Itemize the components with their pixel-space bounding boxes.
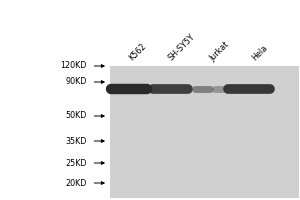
Text: Hela: Hela xyxy=(250,43,269,63)
Text: 35KD: 35KD xyxy=(66,136,87,146)
Text: 50KD: 50KD xyxy=(66,112,87,120)
Bar xyxy=(110,66,298,198)
Text: 25KD: 25KD xyxy=(65,158,87,168)
Text: 90KD: 90KD xyxy=(66,77,87,86)
Text: K562: K562 xyxy=(127,42,148,63)
Text: SH-SY5Y: SH-SY5Y xyxy=(166,32,196,63)
Text: Jurkat: Jurkat xyxy=(208,40,231,63)
Text: 20KD: 20KD xyxy=(66,178,87,188)
Text: 120KD: 120KD xyxy=(61,62,87,71)
